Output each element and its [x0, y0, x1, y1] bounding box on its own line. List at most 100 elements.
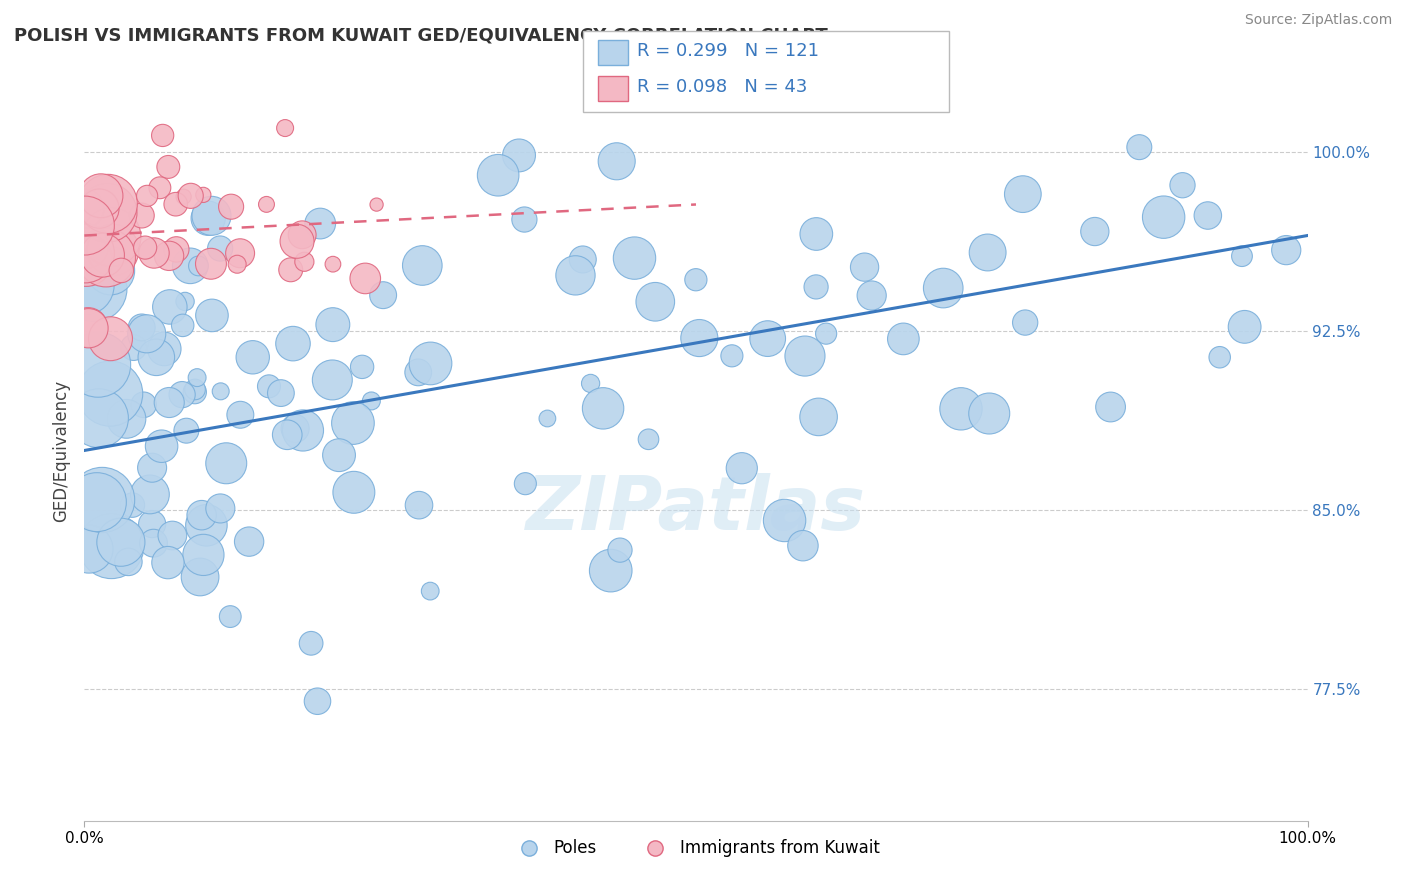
Point — [860, 288, 883, 302]
Point — [149, 181, 172, 195]
Point — [932, 281, 955, 295]
Point — [637, 432, 659, 446]
Point — [100, 332, 122, 346]
Point — [328, 448, 350, 462]
Point — [200, 257, 222, 271]
Point — [115, 412, 138, 426]
Point — [1171, 178, 1194, 193]
Point — [77, 542, 100, 557]
Point — [73, 219, 96, 233]
Point — [592, 401, 614, 416]
Point — [1014, 316, 1036, 330]
Point — [408, 498, 430, 512]
Point — [77, 321, 100, 335]
Point — [184, 383, 207, 397]
Point — [291, 227, 314, 242]
Y-axis label: GED/Equivalency: GED/Equivalency — [52, 379, 70, 522]
Point — [87, 358, 110, 372]
Point — [419, 356, 441, 370]
Point — [685, 273, 707, 287]
Point — [141, 517, 163, 532]
Point — [322, 257, 344, 271]
Point — [197, 211, 219, 226]
Point — [219, 609, 242, 624]
Point — [536, 411, 558, 425]
Point — [242, 351, 264, 365]
Point — [807, 409, 830, 424]
Point — [165, 197, 187, 211]
Point — [513, 212, 536, 227]
Point — [406, 365, 429, 379]
Point — [352, 359, 374, 374]
Point — [122, 341, 145, 355]
Point — [157, 395, 180, 409]
Point — [411, 259, 433, 273]
Point — [98, 386, 121, 401]
Point — [131, 320, 153, 334]
Text: Source: ZipAtlas.com: Source: ZipAtlas.com — [1244, 13, 1392, 28]
Point — [209, 242, 232, 256]
Point — [180, 189, 202, 203]
Point — [150, 439, 173, 453]
Point — [110, 263, 132, 277]
Point — [100, 230, 122, 244]
Point — [172, 387, 194, 401]
Point — [1099, 400, 1122, 414]
Point — [187, 259, 209, 273]
Point — [200, 209, 222, 223]
Point — [564, 268, 586, 283]
Point — [193, 187, 215, 202]
Point — [688, 331, 710, 345]
Point — [515, 476, 537, 491]
Point — [143, 246, 166, 260]
Point — [276, 427, 298, 442]
Point — [141, 460, 163, 475]
Point — [136, 189, 159, 203]
Point — [599, 564, 621, 578]
Point — [90, 188, 112, 202]
Point — [173, 190, 195, 204]
Point — [142, 536, 165, 550]
Point — [229, 408, 252, 422]
Point — [1011, 187, 1033, 202]
Point — [1128, 140, 1150, 154]
Point — [794, 349, 817, 363]
Point — [188, 570, 211, 584]
Point — [176, 424, 198, 438]
Point — [97, 196, 120, 211]
Point — [979, 407, 1001, 421]
Point — [132, 398, 155, 412]
Point — [281, 336, 304, 351]
Point — [571, 252, 593, 267]
Point — [226, 257, 249, 271]
Point — [153, 342, 176, 356]
Point — [721, 349, 744, 363]
Point — [165, 243, 187, 257]
Point — [190, 508, 212, 523]
Point — [1208, 351, 1230, 365]
Point — [949, 401, 972, 416]
Point — [1233, 319, 1256, 334]
Text: R = 0.299   N = 121: R = 0.299 N = 121 — [637, 42, 818, 60]
Point — [893, 332, 915, 346]
Point — [309, 217, 332, 231]
Point — [91, 492, 114, 507]
Text: R = 0.098   N = 43: R = 0.098 N = 43 — [637, 78, 807, 95]
Point — [76, 239, 98, 253]
Point — [91, 248, 114, 262]
Point — [209, 501, 232, 516]
Point — [1084, 225, 1107, 239]
Point — [162, 528, 184, 542]
Point — [73, 202, 96, 216]
Point — [131, 209, 153, 223]
Point — [100, 264, 122, 278]
Point — [321, 373, 343, 387]
Point — [270, 386, 292, 401]
Point — [1153, 210, 1175, 224]
Point — [152, 128, 174, 143]
Point — [815, 326, 838, 341]
Point — [322, 318, 344, 332]
Point — [773, 513, 796, 527]
Point — [100, 539, 122, 553]
Point — [174, 294, 197, 309]
